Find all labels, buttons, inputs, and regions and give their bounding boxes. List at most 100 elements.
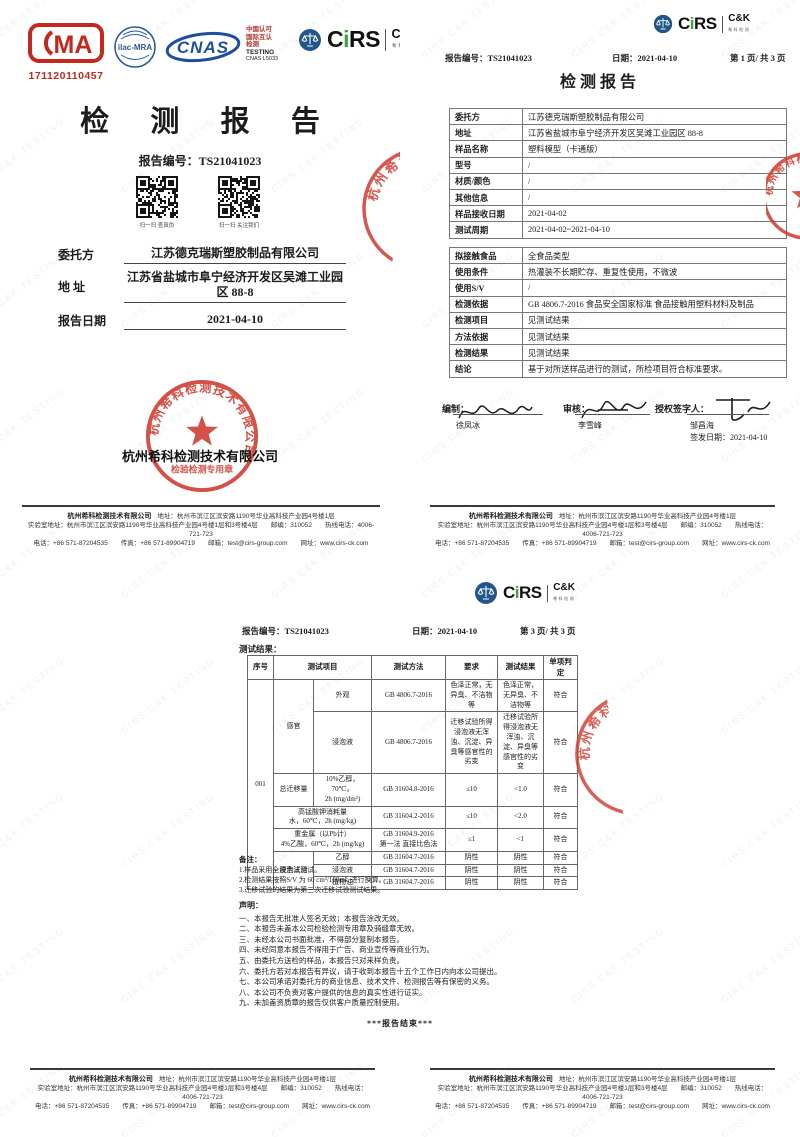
header-report-no: 报告编号：TS21041023 <box>445 53 532 63</box>
cirs-letter-i: i <box>514 583 520 602</box>
cell-verdict: 符合 <box>543 876 578 891</box>
client-value: 江苏德克瑞斯塑胶制品有限公司 <box>124 246 346 264</box>
cell-result: <1.0 <box>497 773 544 807</box>
table-row: 使用S/V / <box>449 279 787 297</box>
detail-value: 见测试结果 <box>522 327 787 346</box>
statements-block: 声明： 一、本报告无批准人签名无效；本报告涂改无效。 二、本报告未盖本公司检验检… <box>239 901 659 1009</box>
page-footer: 杭州希科检测技术有限公司 地址：杭州市滨江区滨安路1190号华业高科技产业园4号楼… <box>22 505 380 548</box>
footer-line3: 电话：+86 571-87204535 传真：+86 571-89904719 … <box>35 1103 370 1110</box>
page-footer: 杭州希科检测技术有限公司 地址：杭州市滨江区滨安路1190号华业高科技产业园4号楼… <box>430 505 775 548</box>
page-1-cover: MA 171120110457 ilac-MRA CNAS 中国认可 国际互认 … <box>0 0 400 563</box>
issuer-company-name: 杭州希科检测技术有限公司 <box>121 449 278 464</box>
statement-item: 五、由委托方送检的样品，本报告只对来样负责。 <box>239 955 404 965</box>
svg-text:CNAS: CNAS <box>177 38 229 57</box>
table-row: 检测依据 GB 4806.7-2016 食品安全国家标准 食品接触用塑料材料及制品 <box>449 295 787 313</box>
footer-line2: 实验室地址：杭州市滨江区滨安路1190号华业高科技产业园4号楼1层和3号楼4层 … <box>437 1085 768 1101</box>
logo-divider <box>384 28 387 51</box>
cirs-emblem-icon <box>475 582 497 604</box>
report-title: 检 测 报 告 <box>80 106 337 138</box>
detail-value: GB 4806.7-2016 食品安全国家标准 食品接触用塑料材料及制品 <box>522 295 787 313</box>
table-row: 测试周期 2021-04-02~2021-04-10 <box>449 221 787 239</box>
cirs-letters-rs: RS <box>349 26 380 52</box>
table-row: 方法依据 见测试结果 <box>449 327 787 346</box>
header-page-no: 第 3 页/ 共 3 页 <box>520 626 576 636</box>
cell-verdict: 符合 <box>543 678 578 713</box>
cell-method: GB 31604.9-2016 第一法 直接比色法 <box>371 828 446 852</box>
footer-address: 地址：杭州市滨江区滨安路1190号华业高科技产业园4号楼1层 <box>558 513 737 520</box>
header-date: 日期：2021-04-10 <box>612 53 678 63</box>
cell-result: 阴性 <box>497 876 544 891</box>
footer-rule <box>22 505 380 507</box>
info-value: / <box>522 188 787 207</box>
authorized-signer-label: 授权签字人： <box>655 404 710 414</box>
qr-caption-follow: 扫一扫 关注我们 <box>218 223 260 229</box>
cnas-line-5: CNAS L5033 <box>246 56 279 62</box>
detail-label: 检测依据 <box>449 295 523 313</box>
statement-item: 七、本公司承诺对委托方的商业信息、技术文件、检测报告等有保密的义务。 <box>239 977 494 987</box>
client-row: 委托方 江苏德克瑞斯塑胶制品有限公司 <box>58 246 346 264</box>
col-header-item: 测试项目 <box>273 655 372 680</box>
prepared-by-label: 编制： <box>442 404 470 414</box>
address-row: 地 址 江苏省盐城市阜宁经济开发区吴滩工业园区 88-8 <box>58 270 346 303</box>
edge-stamp-fragment: 杭州希科检测技术有限公司 <box>766 148 800 248</box>
table-row: 材质/颜色 / <box>449 172 787 190</box>
footer-address: 地址：杭州市滨江区滨安路1190号华业高科技产业园4号楼1层 <box>558 1076 737 1083</box>
info-value: 塑料模型（卡通版） <box>522 140 787 158</box>
ck-text: C&K <box>391 26 400 41</box>
cell-requirement: ≤10 <box>445 805 498 830</box>
table-row: 地址 江苏省盐城市阜宁经济开发区吴滩工业园区 88-8 <box>449 124 787 142</box>
cma-number: 171120110457 <box>28 70 104 82</box>
notes-title: 备注： <box>239 855 262 864</box>
qr-code-follow <box>218 176 260 218</box>
cell-item: 10%乙醇，70℃， 2h (mg/dm²) <box>313 773 372 807</box>
cell-item: 重金属（以Pb计） 4%乙酸，60℃，2h (mg/kg) <box>273 828 372 852</box>
cell-sample-no: 001 <box>247 678 274 891</box>
ck-text: C&K <box>553 582 575 593</box>
table-row: 检测项目 见测试结果 <box>449 311 787 329</box>
test-results-table: 序号 测试项目 测试方法 要求 测试结果 单项判定 001 感官 外观 GB 4… <box>247 655 578 891</box>
footer-line3: 电话：+86 571-87204535 传真：+86 571-89904719 … <box>435 540 770 547</box>
page-footer: 杭州希科检测技术有限公司 地址：杭州市滨江区滨安路1190号华业高科技产业园4号楼… <box>30 1068 375 1111</box>
cirs-letter-c: C <box>678 14 690 33</box>
table-row: 型号 / <box>449 156 787 174</box>
header-report-no: 报告编号：TS21041023 <box>242 626 329 636</box>
col-header-requirement: 要求 <box>445 655 498 680</box>
cell-method: GB 4806.7-2016 <box>371 711 446 775</box>
cell-item: 外观 <box>313 678 372 713</box>
footer-line2: 实验室地址：杭州市滨江区滨安路1190号华业高科技产业园4号楼1层和3号楼4层 … <box>437 522 768 538</box>
cell-requirement: 色泽正常，无异臭、不洁物等 <box>445 678 498 713</box>
cirs-letter-c: C <box>327 26 344 52</box>
info-label: 委托方 <box>449 107 523 126</box>
info-label: 其他信息 <box>449 188 523 207</box>
table-row: 使用条件 热灌装不长期贮存、重复性使用，不微波 <box>449 263 787 281</box>
info-value: / <box>522 172 787 190</box>
test-condition-table: 拟接触食品 全食品类型 使用条件 热灌装不长期贮存、重复性使用，不微波 使用S/V /… <box>449 246 787 378</box>
table-row: 拟接触食品 全食品类型 <box>449 246 787 265</box>
ilac-mra-logo: ilac-MRA <box>112 24 158 75</box>
cell-requirement: ≤10 <box>445 773 498 807</box>
cell-item: 高锰酸钾消耗量 水，60℃，2h (mg/kg) <box>273 805 372 830</box>
cell-result: <2.0 <box>497 805 544 830</box>
info-value: 2021-04-02 <box>522 205 787 223</box>
reviewed-signature <box>581 401 647 419</box>
detail-label: 结论 <box>449 360 523 378</box>
reviewed-sign-line <box>575 414 650 415</box>
footer-company: 杭州希科检测技术有限公司 <box>468 513 553 520</box>
svg-text:杭州希科检测技术有限公司: 杭州希科检测技术有限公司 <box>360 140 400 250</box>
paging-seal-fragment: 杭州希科检测技术有限公司 <box>343 135 400 275</box>
col-header-verdict: 单项判定 <box>543 655 578 680</box>
info-label: 测试周期 <box>449 221 523 239</box>
cell-group-sensory: 感官 <box>273 678 314 775</box>
svg-text:MA: MA <box>54 31 93 59</box>
header-date: 日期：2021-04-10 <box>412 626 478 636</box>
detail-label: 使用S/V <box>449 279 523 297</box>
reviewed-by-label: 审核： <box>563 404 591 414</box>
cirs-emblem-icon <box>299 28 321 51</box>
statement-item: 二、本报告未盖本公司检验检测专用章及骑缝章无效。 <box>239 924 419 934</box>
address-label: 地 址 <box>58 280 86 294</box>
info-label: 材质/颜色 <box>449 172 523 190</box>
info-label: 样品接收日期 <box>449 205 523 223</box>
